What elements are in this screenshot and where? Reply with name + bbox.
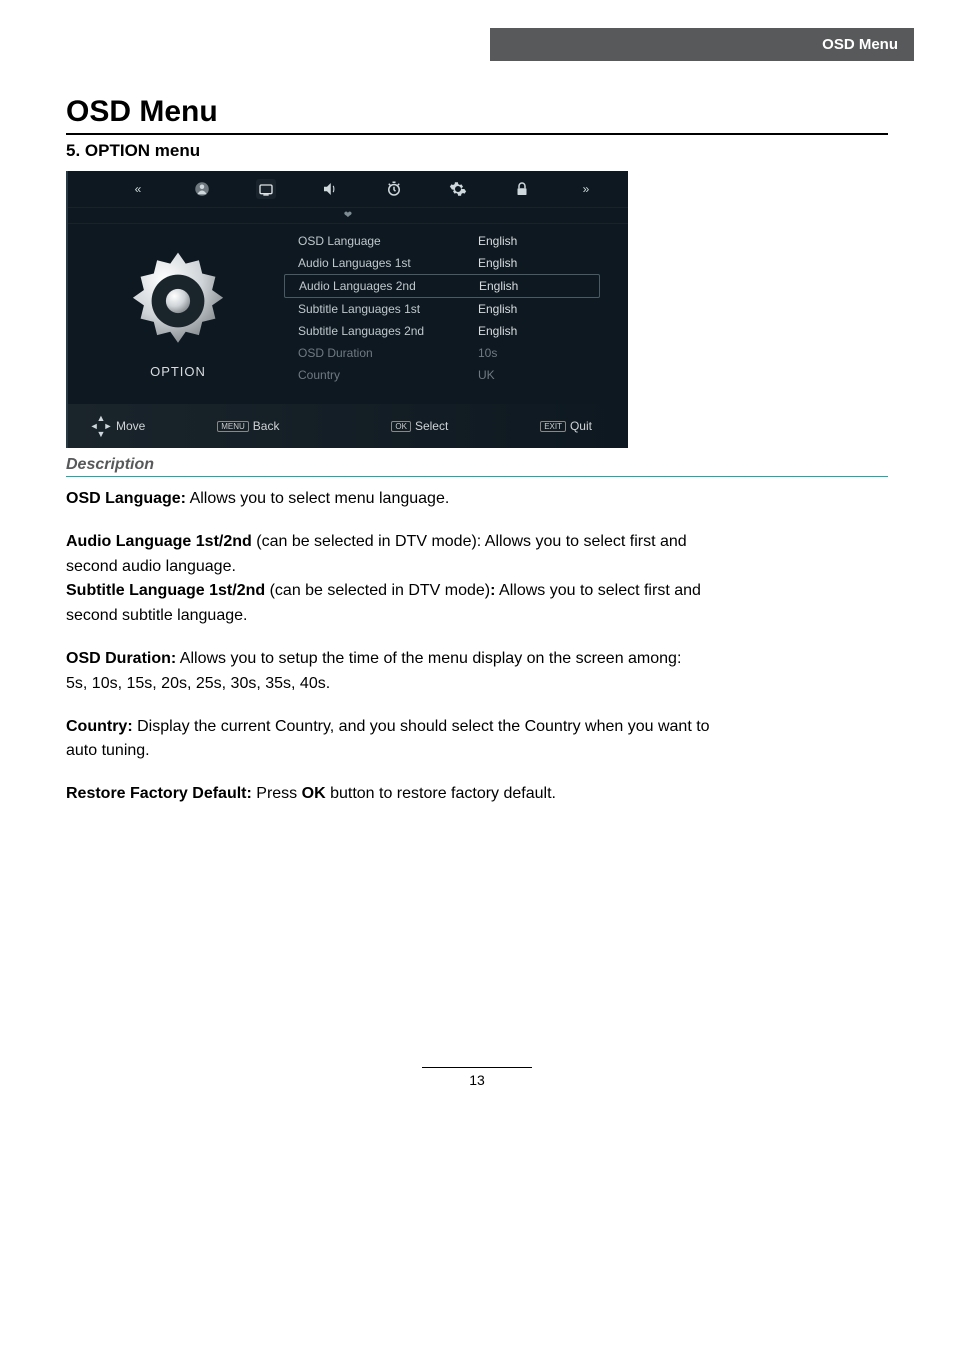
desc-restore: Restore Factory Default: Press OK button… — [66, 782, 888, 807]
description-body: OSD Language: Allows you to select menu … — [66, 487, 888, 807]
label-text: Allows you to select first and — [495, 582, 700, 599]
desc-country-line1: Country: Display the current Country, an… — [66, 715, 888, 740]
label-text: (can be selected in DTV mode) — [265, 582, 490, 599]
move-label: Move — [116, 419, 145, 433]
screenshot-options-list: OSD Language English Audio Languages 1st… — [288, 224, 628, 386]
label-text: Allows you to select menu language. — [186, 490, 449, 507]
select-label: Select — [415, 419, 448, 433]
option-row-selected: Audio Languages 2nd English — [284, 274, 600, 298]
footer-select: OK Select — [391, 419, 448, 433]
page-header-banner: OSD Menu — [490, 28, 914, 61]
option-row-disabled: Country UK — [288, 364, 600, 386]
page-number: 13 — [469, 1072, 485, 1088]
option-label: Audio Languages 1st — [298, 256, 478, 270]
label-text: Display the current Country, and you sho… — [133, 718, 710, 735]
option-value: English — [478, 256, 517, 270]
label-text: Allows you to setup the time of the menu… — [176, 650, 681, 667]
option-row-disabled: OSD Duration 10s — [288, 342, 600, 364]
description-rule — [66, 476, 888, 477]
option-value: English — [478, 234, 517, 248]
option-value: English — [478, 324, 517, 338]
footer-quit: EXIT Quit — [540, 419, 592, 433]
desc-subtitle-line2: second subtitle language. — [66, 604, 888, 629]
option-label: Subtitle Languages 1st — [298, 302, 478, 316]
ok-key-badge: OK — [391, 421, 411, 432]
label-bold: OSD Duration: — [66, 650, 176, 667]
label-bold: OSD Language: — [66, 490, 186, 507]
section-title: 5. OPTION menu — [66, 141, 888, 161]
title-rule — [66, 133, 888, 135]
option-value: English — [478, 302, 517, 316]
banner-title: OSD Menu — [822, 36, 898, 53]
option-value: UK — [478, 368, 495, 382]
osd-screenshot: « » ❤ — [66, 171, 628, 448]
label-bold: OK — [302, 785, 326, 802]
screenshot-footer: ▲◄ ►▼ Move MENU Back OK Select EXIT Quit — [68, 404, 628, 448]
option-row: Subtitle Languages 1st English — [288, 298, 600, 320]
option-label: Country — [298, 368, 478, 382]
option-label: Audio Languages 2nd — [299, 279, 479, 293]
label-bold: Audio Language 1st/2nd — [66, 533, 252, 550]
option-row: Audio Languages 1st English — [288, 252, 600, 274]
desc-audio-line2: second audio language. — [66, 555, 888, 580]
desc-subtitle-line1: Subtitle Language 1st/2nd (can be select… — [66, 579, 888, 604]
exit-key-badge: EXIT — [540, 421, 566, 432]
tab-lock-icon — [512, 179, 532, 199]
tab-picture-icon — [192, 179, 212, 199]
option-label: OSD Language — [298, 234, 478, 248]
label-text: button to restore factory default. — [326, 785, 556, 802]
option-row: OSD Language English — [288, 230, 600, 252]
tab-separator: ❤ — [68, 207, 628, 224]
screenshot-left-panel: OPTION — [68, 224, 288, 386]
label-bold: Country: — [66, 718, 133, 735]
tab-prev-icon: « — [128, 179, 148, 199]
label-text: (can be selected in DTV mode): Allows yo… — [252, 533, 687, 550]
option-row: Subtitle Languages 2nd English — [288, 320, 600, 342]
tab-sound-icon — [320, 179, 340, 199]
option-label: OSD Duration — [298, 346, 478, 360]
desc-country-line2: auto tuning. — [66, 739, 888, 764]
option-value: English — [479, 279, 518, 293]
label-bold: Subtitle Language 1st/2nd — [66, 582, 265, 599]
back-label: Back — [253, 419, 280, 433]
footer-back: MENU Back — [217, 419, 279, 433]
tab-next-icon: » — [576, 179, 596, 199]
screenshot-body: OPTION OSD Language English Audio Langua… — [68, 224, 628, 386]
quit-label: Quit — [570, 419, 592, 433]
desc-osd-language: OSD Language: Allows you to select menu … — [66, 487, 888, 512]
option-label: Subtitle Languages 2nd — [298, 324, 478, 338]
page-footer: 13 — [40, 1067, 914, 1088]
tab-channel-icon — [256, 179, 276, 199]
desc-duration-line1: OSD Duration: Allows you to setup the ti… — [66, 647, 888, 672]
left-panel-label: OPTION — [68, 364, 288, 379]
option-value: 10s — [478, 346, 497, 360]
label-bold: Restore Factory Default: — [66, 785, 252, 802]
tab-time-icon — [384, 179, 404, 199]
description-heading: Description — [66, 456, 888, 474]
menu-key-badge: MENU — [217, 421, 249, 432]
option-gear-icon — [123, 246, 233, 356]
footer-rule — [422, 1067, 532, 1068]
move-arrows-icon: ▲◄ ►▼ — [86, 414, 116, 438]
footer-move: ▲◄ ►▼ Move — [86, 414, 145, 438]
desc-duration-line2: 5s, 10s, 15s, 20s, 25s, 30s, 35s, 40s. — [66, 672, 888, 697]
page-title: OSD Menu — [66, 95, 888, 129]
desc-audio-line1: Audio Language 1st/2nd (can be selected … — [66, 530, 888, 555]
tab-option-icon — [448, 179, 468, 199]
label-text: Press — [252, 785, 302, 802]
tab-bar: « » — [68, 171, 628, 207]
